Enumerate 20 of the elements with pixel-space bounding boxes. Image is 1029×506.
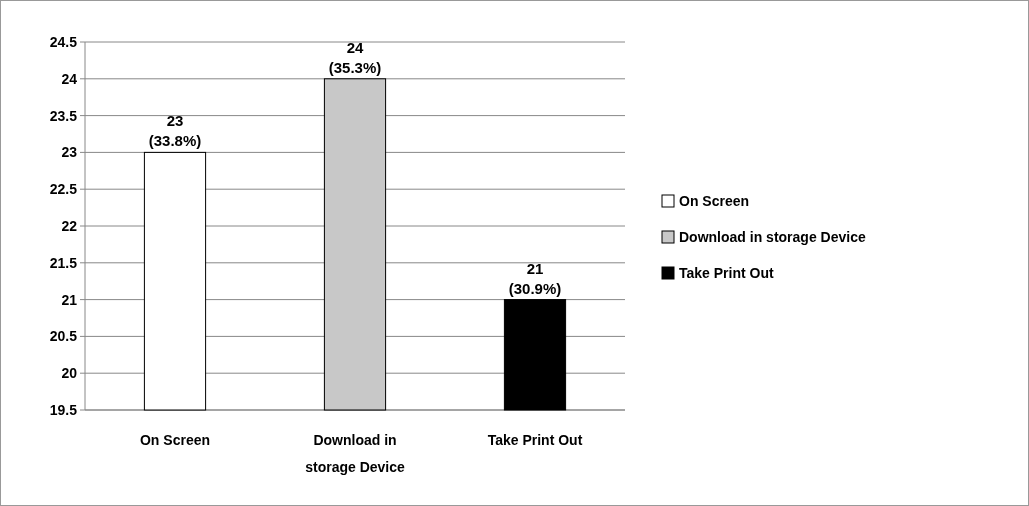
y-tick-label: 23 — [61, 144, 78, 161]
y-tick-label: 21 — [61, 291, 78, 308]
y-tick-label: 20.5 — [49, 328, 78, 345]
legend-label: Take Print Out — [679, 264, 774, 281]
x-tick-label: On Screen — [139, 432, 211, 448]
y-tick-label: 19.5 — [49, 401, 78, 418]
x-tick-label: Download in storage Device — [305, 432, 406, 475]
legend-label: On Screen — [679, 192, 750, 209]
data-label: 24 (35.3%) — [328, 38, 382, 76]
y-tick-label: 24 — [61, 70, 78, 87]
x-tick-label: Take Print Out — [487, 432, 583, 448]
y-tick-label: 23.5 — [49, 107, 78, 124]
y-tick-label: 20 — [61, 365, 78, 382]
y-tick-label: 21.5 — [49, 254, 78, 271]
y-tick-label: 24.5 — [49, 33, 78, 50]
y-tick-label: 22 — [61, 217, 78, 234]
data-label: 21 (30.9%) — [508, 259, 562, 297]
y-tick-label: 22.5 — [49, 181, 78, 198]
data-label: 23 (33.8%) — [148, 112, 202, 150]
legend-label: Download in storage Device — [679, 228, 866, 245]
